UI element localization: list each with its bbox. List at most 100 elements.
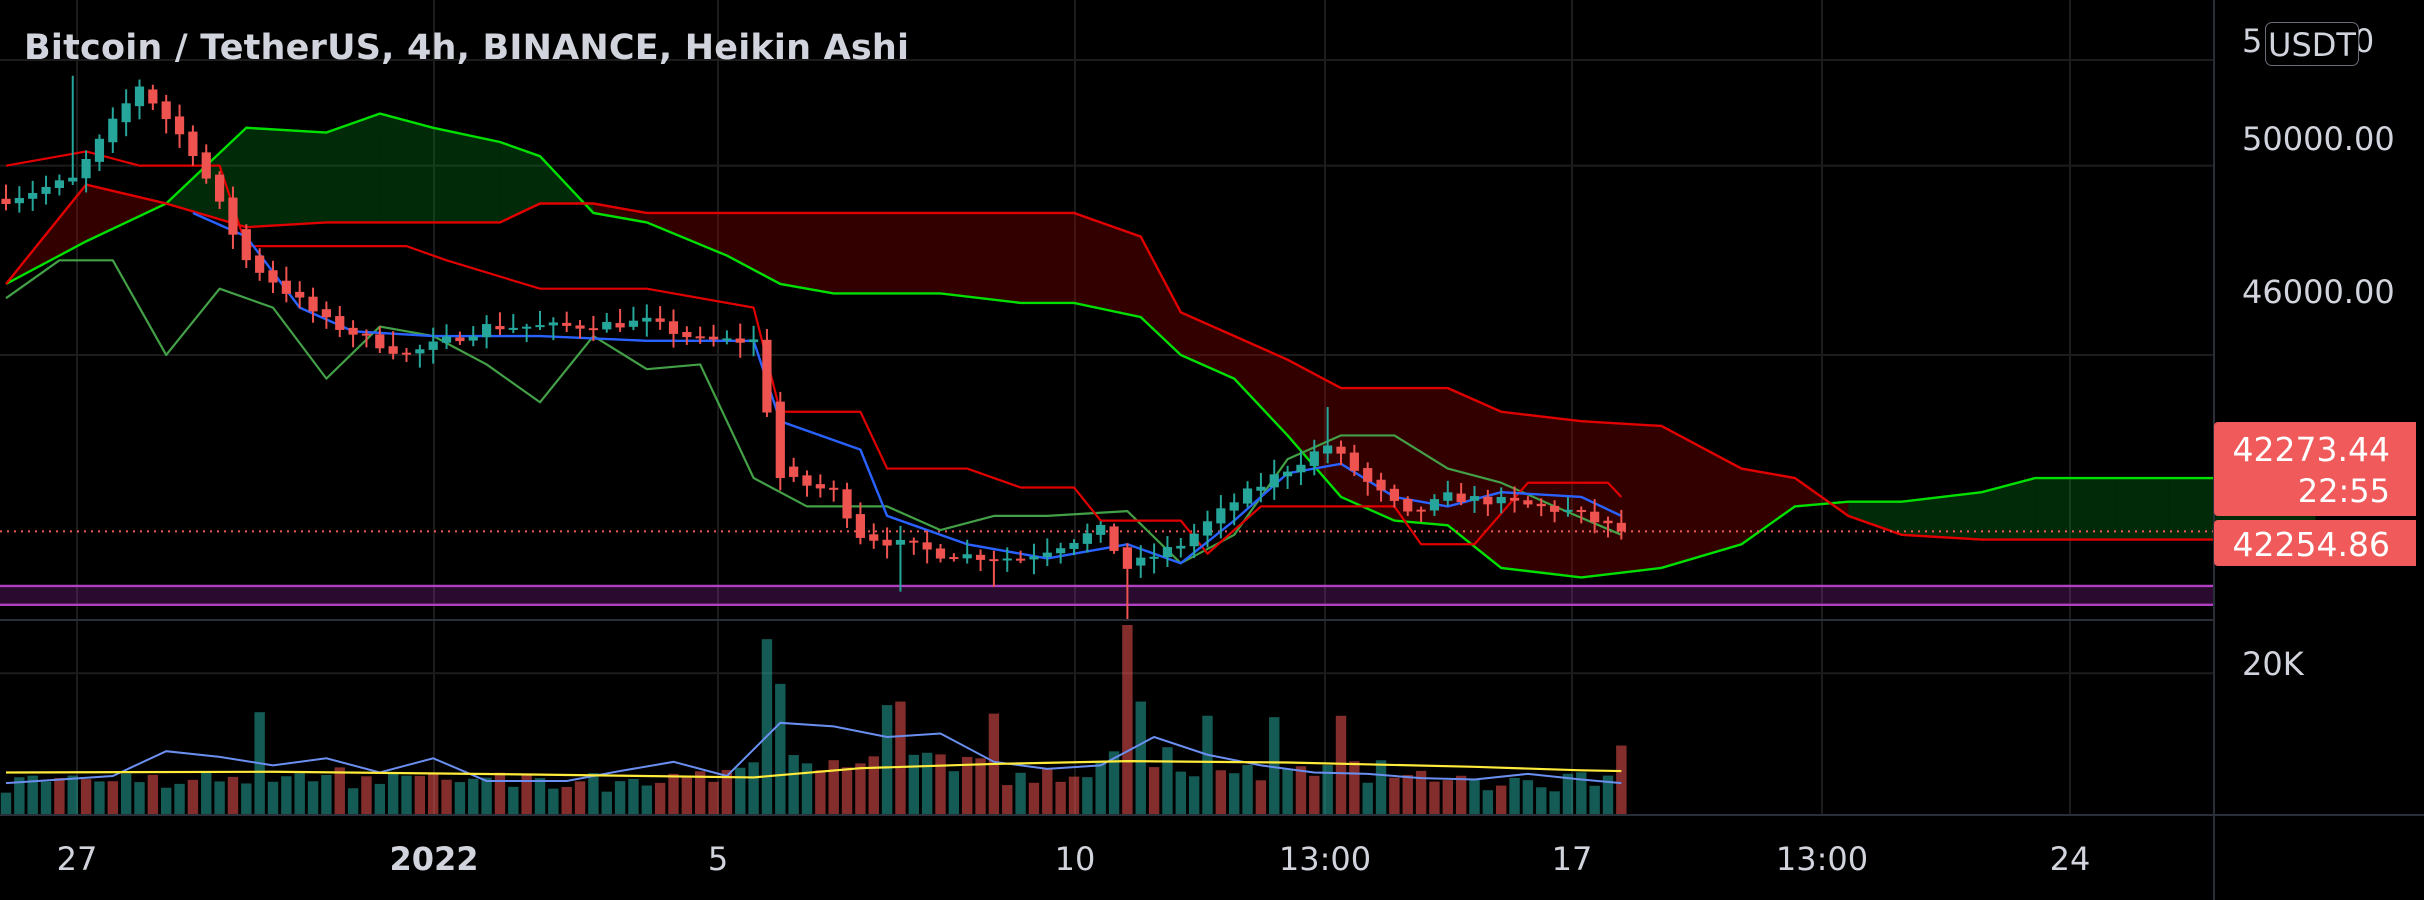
candle bbox=[255, 248, 265, 281]
candle-body bbox=[1202, 521, 1213, 536]
currency-selector[interactable]: USDT bbox=[2265, 22, 2359, 66]
candle-body bbox=[829, 487, 839, 490]
candle-body bbox=[1443, 492, 1453, 501]
time-label: 17 bbox=[1551, 840, 1593, 878]
volume-bar bbox=[1242, 764, 1253, 815]
volume-bar bbox=[1068, 776, 1080, 815]
candle-body bbox=[1509, 497, 1520, 501]
volume-bar bbox=[508, 786, 519, 815]
candle bbox=[388, 331, 398, 360]
volume-bar bbox=[267, 781, 279, 815]
volume-bar bbox=[1215, 770, 1227, 815]
candle bbox=[1576, 506, 1586, 524]
candle-body bbox=[28, 192, 38, 199]
candle bbox=[1523, 496, 1533, 508]
candle bbox=[1416, 506, 1426, 523]
cloud-segment bbox=[1661, 425, 1742, 568]
volume-bar bbox=[187, 779, 199, 815]
candle-body bbox=[708, 336, 719, 340]
volume-bar bbox=[201, 771, 212, 815]
candle-body bbox=[1349, 452, 1359, 471]
candle bbox=[949, 553, 959, 562]
candle bbox=[829, 480, 839, 502]
candle bbox=[535, 310, 545, 330]
candle bbox=[1189, 523, 1199, 558]
candle-body bbox=[1296, 464, 1306, 473]
cloud-segment bbox=[1981, 478, 2036, 540]
candle-body bbox=[348, 327, 358, 335]
volume-bar bbox=[1482, 790, 1494, 815]
candle-body bbox=[215, 174, 225, 202]
cloud-segment bbox=[1074, 212, 1141, 318]
volume-bar bbox=[414, 775, 426, 815]
candle bbox=[975, 549, 986, 572]
volume-bar bbox=[1082, 777, 1093, 815]
volume-bar bbox=[1175, 771, 1186, 815]
candle-body bbox=[174, 116, 185, 135]
candle-body bbox=[1309, 451, 1319, 466]
cloud-segment bbox=[940, 212, 1021, 303]
grid-lines bbox=[0, 0, 2214, 815]
candle-body bbox=[81, 159, 91, 179]
candle bbox=[1202, 510, 1213, 548]
candle bbox=[588, 315, 598, 342]
volume-bar bbox=[1602, 775, 1614, 815]
candle bbox=[121, 89, 131, 137]
candle bbox=[762, 329, 772, 418]
candle bbox=[94, 134, 105, 172]
candle bbox=[842, 482, 852, 528]
volume-bar bbox=[0, 792, 12, 815]
cloud-segment bbox=[246, 127, 327, 228]
candle-body bbox=[935, 548, 946, 559]
volume-bar bbox=[681, 777, 693, 815]
volume-bar bbox=[561, 786, 572, 815]
volume-bar bbox=[481, 777, 492, 815]
cloud-segment bbox=[433, 127, 500, 223]
volume-bar bbox=[1188, 776, 1200, 815]
candle-body bbox=[468, 336, 478, 341]
candle bbox=[1096, 521, 1106, 543]
level-price-value: 42254.86 bbox=[2232, 525, 2390, 564]
volume-bar bbox=[815, 770, 826, 815]
cloud-segment bbox=[726, 212, 781, 284]
candle-body bbox=[1162, 547, 1173, 558]
volume-bar bbox=[828, 760, 839, 815]
base-line bbox=[5, 150, 1623, 555]
candle-body bbox=[1536, 503, 1546, 507]
candle-body bbox=[495, 326, 505, 330]
candle bbox=[855, 502, 865, 545]
candle-body bbox=[1229, 502, 1239, 511]
candle-body bbox=[869, 534, 879, 541]
candle-body bbox=[962, 554, 972, 559]
volume-bar bbox=[654, 782, 666, 815]
candle-body bbox=[388, 346, 398, 354]
candle bbox=[1029, 543, 1039, 575]
candle bbox=[602, 312, 612, 333]
volume-bar bbox=[334, 767, 345, 815]
candle-body bbox=[1363, 468, 1373, 482]
candle-body bbox=[1523, 500, 1533, 505]
candle-body bbox=[602, 321, 612, 330]
candle bbox=[869, 523, 879, 549]
candles[interactable] bbox=[1, 75, 1626, 620]
candle bbox=[922, 530, 932, 564]
candle bbox=[1443, 480, 1453, 506]
candle-body bbox=[228, 197, 238, 235]
volume-bar bbox=[120, 773, 132, 815]
volume-bar bbox=[454, 782, 466, 815]
candle-body bbox=[1176, 545, 1186, 549]
volume-bar bbox=[975, 758, 986, 815]
candle bbox=[989, 550, 999, 587]
candle bbox=[749, 325, 759, 357]
volume-fast-line bbox=[5, 721, 1622, 785]
volume-bar bbox=[668, 773, 679, 815]
lagging-span bbox=[5, 259, 1622, 565]
candle-body bbox=[682, 332, 692, 338]
volume-bar bbox=[1295, 766, 1307, 815]
volume-bar bbox=[1122, 625, 1133, 815]
candle bbox=[441, 324, 452, 349]
volume-bar bbox=[281, 776, 292, 815]
candle bbox=[1149, 543, 1159, 574]
candle bbox=[54, 174, 64, 196]
